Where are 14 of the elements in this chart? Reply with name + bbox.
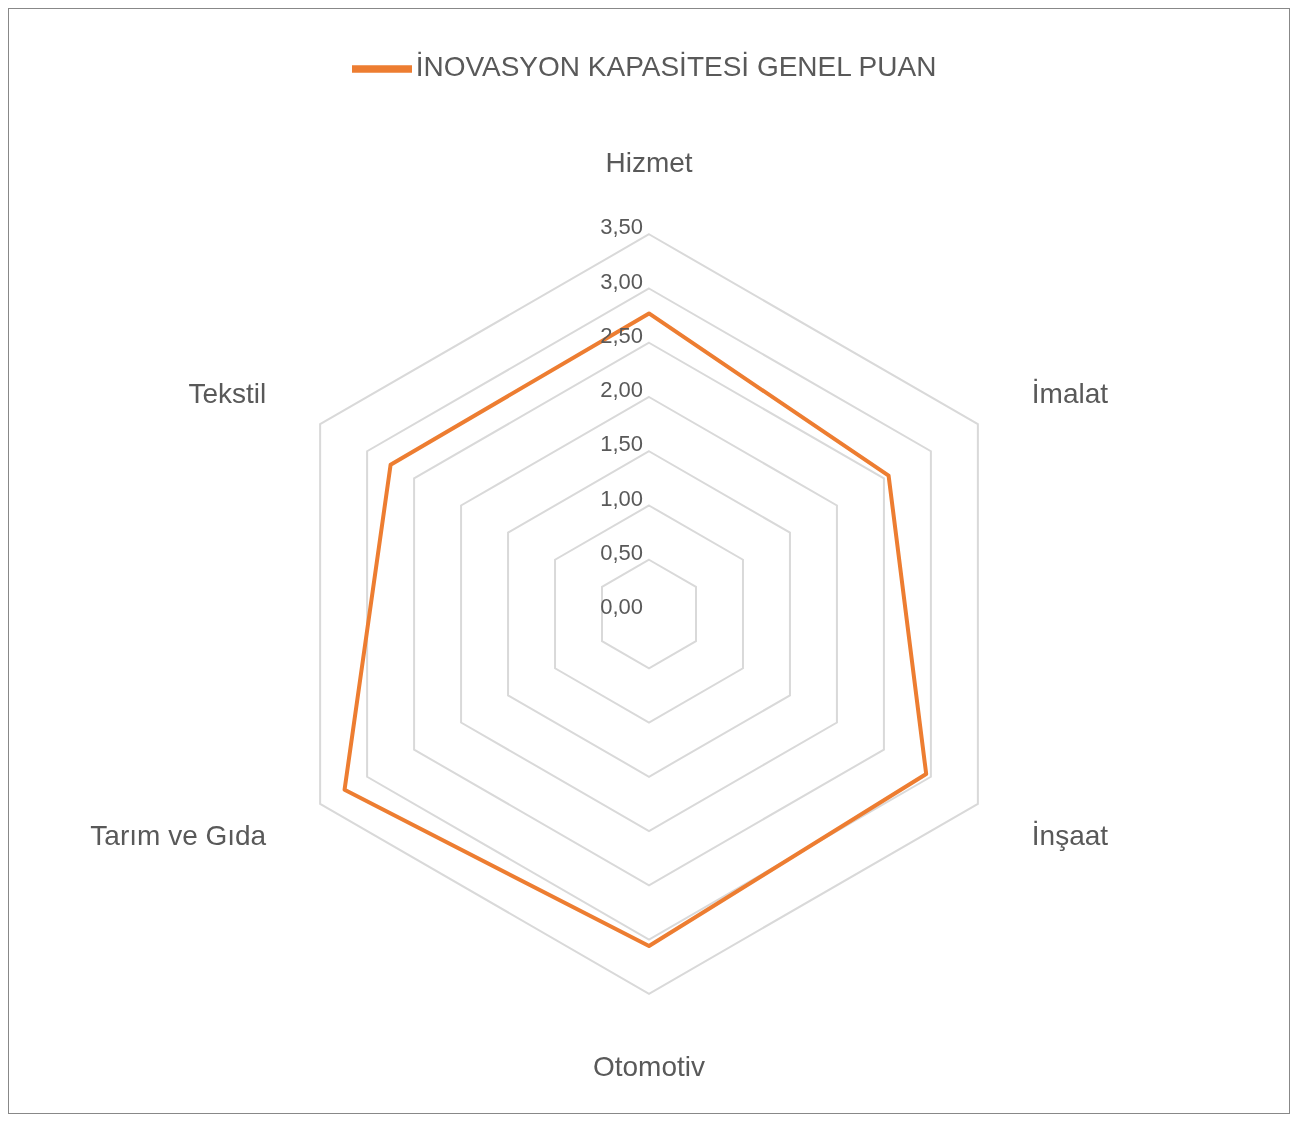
y-tick-label: 3,00 [600, 268, 643, 294]
spoke-label: Tarım ve Gıda [90, 819, 267, 851]
y-tick-label: 3,50 [600, 214, 643, 240]
y-tick-label: 1,50 [600, 431, 643, 457]
y-tick-label: 0,50 [600, 539, 643, 565]
spoke-label: Tekstil [188, 377, 267, 409]
spoke-label: Otomotiv [592, 1050, 706, 1082]
legend-label: İNOVASYON KAPASİTESİ GENEL PUAN [415, 51, 937, 83]
spoke-label: İnşaat [1031, 819, 1109, 851]
y-tick-label: 2,00 [600, 377, 643, 402]
spoke-label: Hizmet [605, 147, 693, 178]
y-tick-label: 1,00 [600, 485, 643, 511]
y-tick-label: 0,00 [600, 594, 643, 619]
spoke-label: İmalat [1031, 377, 1109, 409]
